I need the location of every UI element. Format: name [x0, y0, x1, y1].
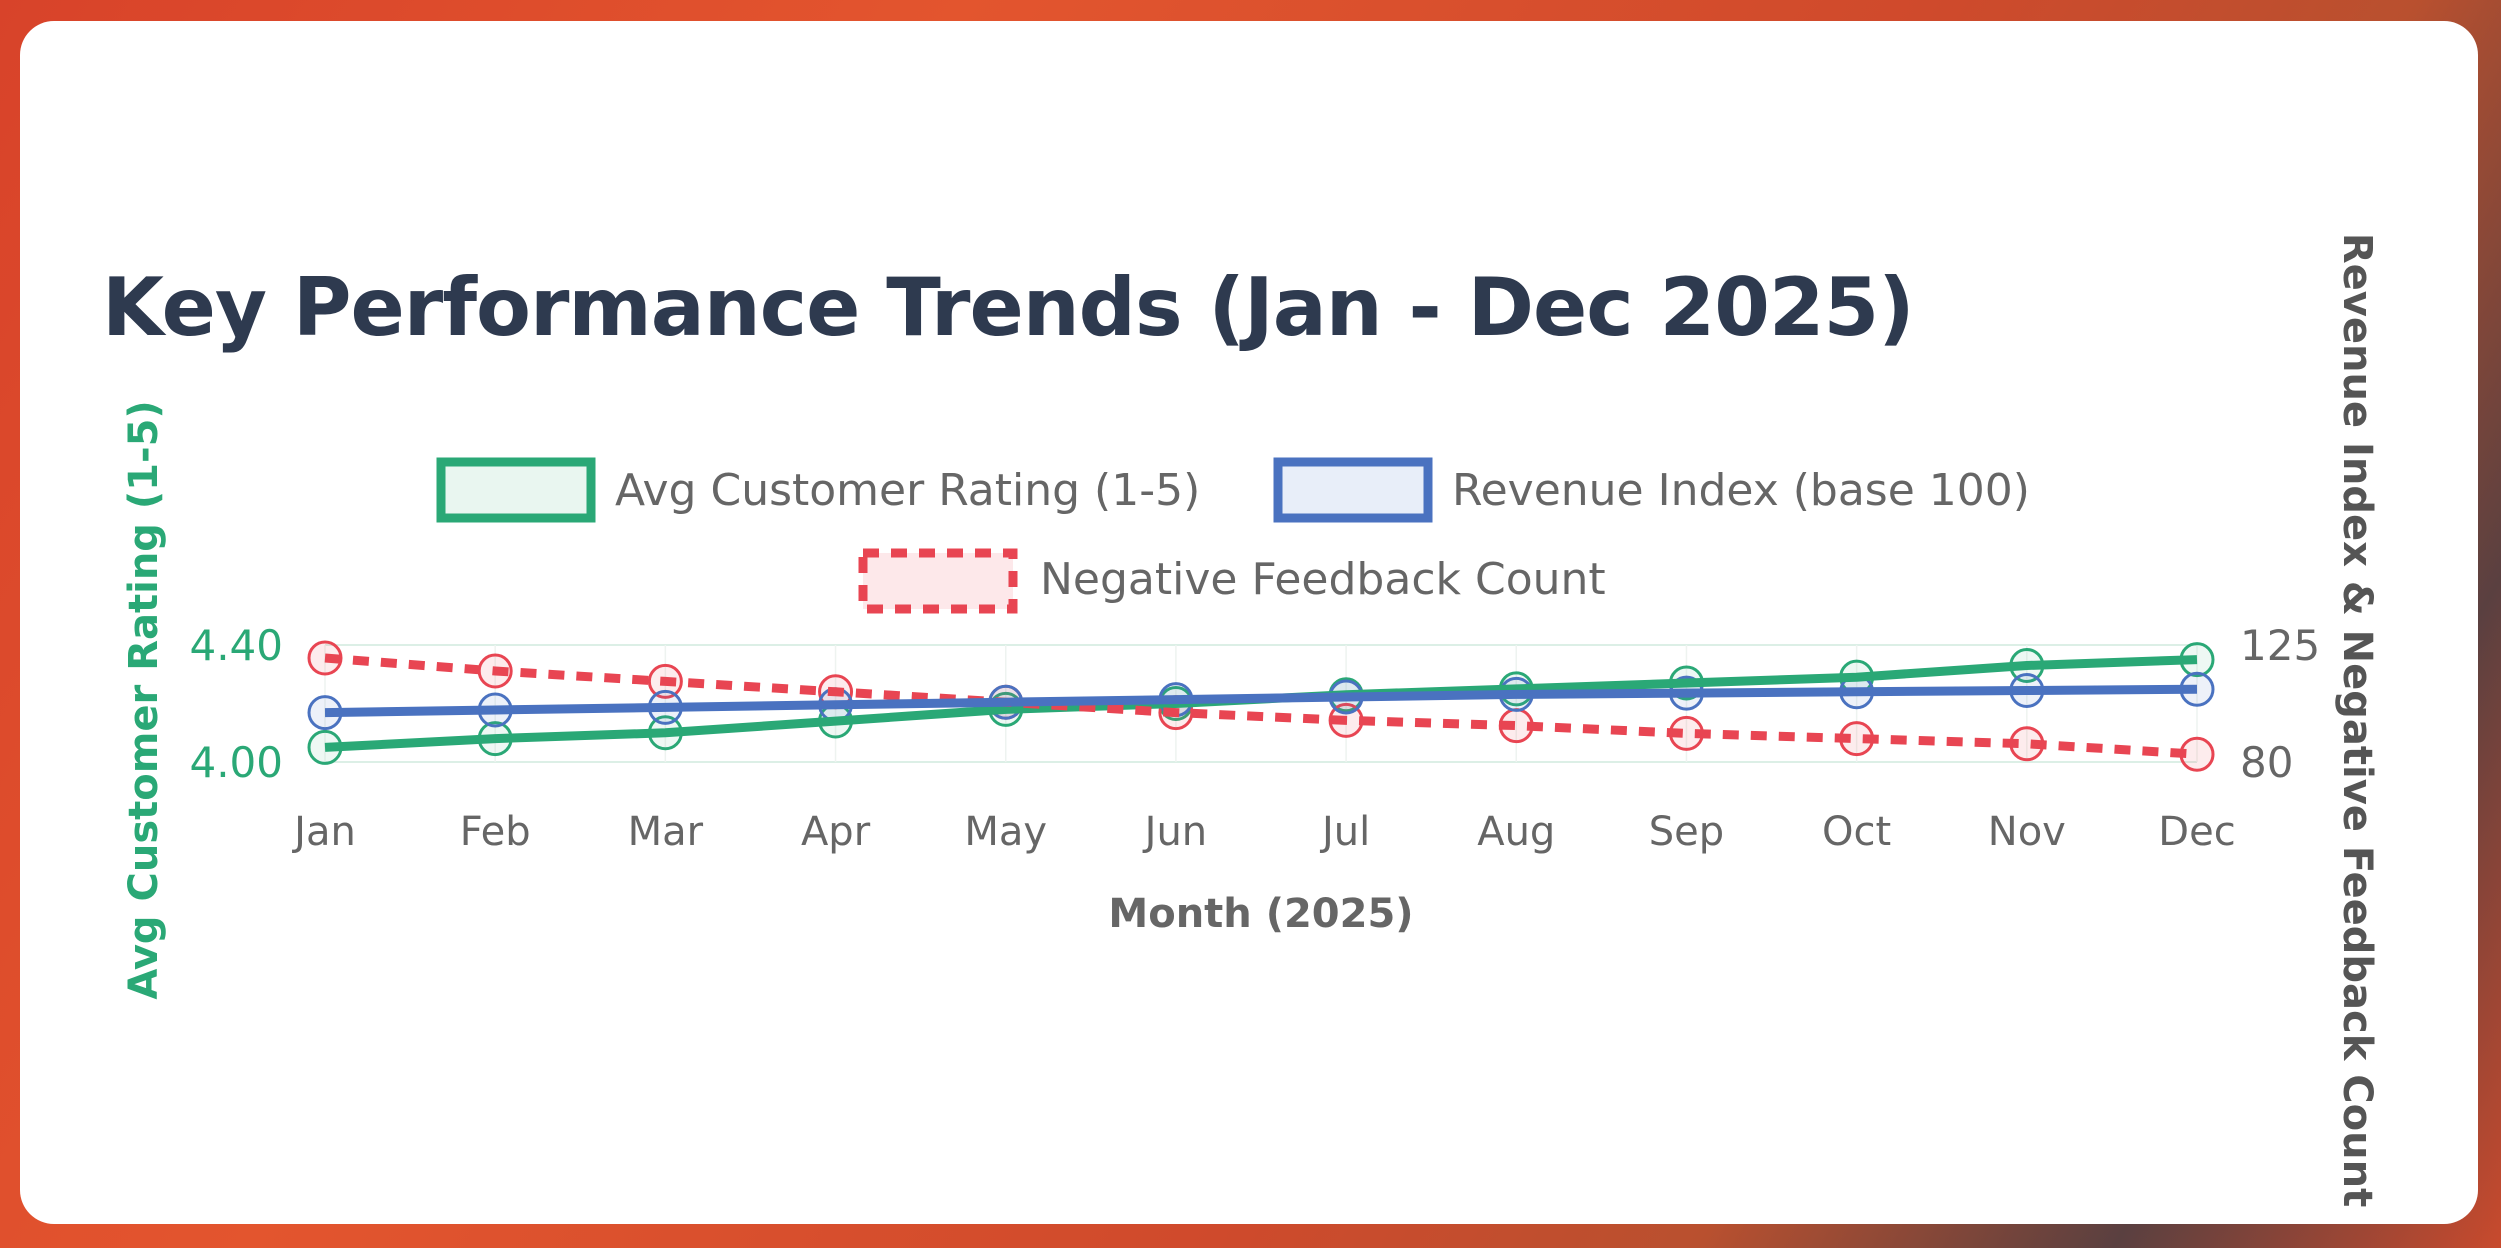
- revenue-series-line: [324, 684, 2198, 718]
- y-right-axis-title: Revenue Index & Negative Feedback Count: [2334, 233, 2380, 1207]
- x-tick-label: Sep: [1649, 809, 1724, 855]
- legend-swatch-revenue: [1273, 457, 1433, 523]
- x-tick-label: Feb: [460, 809, 531, 855]
- x-tick-label: May: [964, 809, 1047, 855]
- x-tick-label: Dec: [2158, 809, 2235, 855]
- negative-feedback-series-line: [324, 653, 2198, 759]
- legend-swatch-rating: [436, 457, 596, 523]
- x-tick-label: Apr: [801, 809, 871, 855]
- x-tick-label: Mar: [628, 809, 704, 855]
- chart-card: Key Performance Trends (Jan - Dec 2025): [20, 21, 2478, 1224]
- legend-label-rating: Avg Customer Rating (1-5): [615, 465, 1200, 516]
- y-right-tick: 80: [2240, 738, 2293, 787]
- y-left-tick: 4.40: [189, 621, 283, 670]
- y-left-tick: 4.00: [189, 738, 283, 787]
- y-right-tick: 125: [2240, 621, 2320, 670]
- legend-swatch-negative: [858, 548, 1018, 614]
- x-tick-label: Jul: [1319, 809, 1370, 855]
- x-tick-label: Jun: [1142, 809, 1208, 855]
- legend-label-revenue: Revenue Index (base 100): [1452, 465, 2030, 516]
- x-tick-label: Jan: [291, 809, 356, 855]
- legend-label-negative: Negative Feedback Count: [1040, 554, 1606, 605]
- x-tick-label: Oct: [1822, 809, 1891, 855]
- y-left-axis-title: Avg Customer Rating (1-5): [121, 400, 167, 999]
- x-axis-title: Month (2025): [1108, 891, 1413, 937]
- rating-series-line: [324, 655, 2198, 752]
- x-tick-label: Nov: [1988, 809, 2066, 855]
- x-tick-label: Aug: [1477, 809, 1555, 855]
- chart-title: Key Performance Trends (Jan - Dec 2025): [102, 261, 1915, 354]
